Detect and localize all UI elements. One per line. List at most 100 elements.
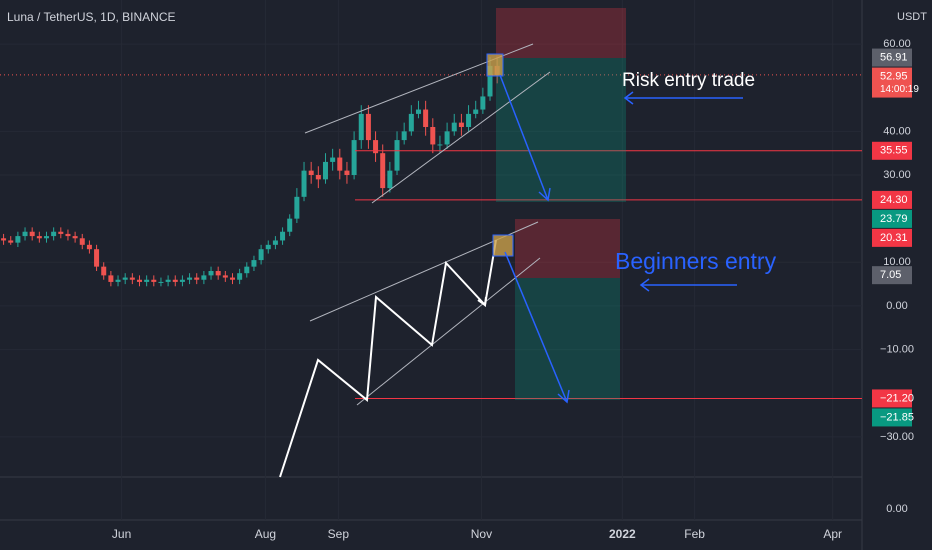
candle-body bbox=[22, 231, 28, 237]
target-zone bbox=[496, 58, 626, 202]
drawings bbox=[279, 8, 743, 478]
arrow bbox=[504, 251, 568, 403]
arrowhead bbox=[623, 91, 634, 105]
candle-body bbox=[215, 271, 221, 276]
price-tag bbox=[872, 209, 912, 228]
candle-body bbox=[94, 249, 100, 267]
price-tag bbox=[872, 48, 912, 67]
y-tick-label: 40.00 bbox=[883, 125, 911, 137]
y-tick-label: 10.00 bbox=[883, 256, 911, 268]
price-tag-label: −21.85 bbox=[880, 411, 914, 423]
entry-marker bbox=[492, 234, 514, 257]
trend-line bbox=[371, 71, 551, 204]
candle-body bbox=[401, 131, 407, 141]
candle-body bbox=[322, 161, 328, 180]
x-tick-label: Jun bbox=[112, 527, 131, 541]
candle-body bbox=[487, 65, 493, 97]
countdown: 14:00:19 bbox=[880, 84, 919, 95]
candle-body bbox=[179, 279, 185, 282]
currency-label: USDT bbox=[897, 11, 927, 23]
candle-body bbox=[86, 244, 92, 250]
price-tag-label: 24.30 bbox=[880, 194, 908, 206]
candle-body bbox=[301, 170, 307, 197]
candle-body bbox=[187, 277, 193, 280]
price-tag bbox=[872, 228, 912, 247]
y-tick-label: −30.00 bbox=[880, 431, 914, 443]
candle-body bbox=[244, 266, 250, 274]
candle-body bbox=[466, 113, 472, 127]
candle-body bbox=[1, 238, 7, 241]
candle-body bbox=[394, 140, 400, 171]
candle-body bbox=[65, 233, 71, 237]
candle-body bbox=[315, 175, 321, 180]
candle-body bbox=[144, 279, 150, 282]
candle-body bbox=[358, 113, 364, 141]
candle-body bbox=[51, 231, 57, 237]
candle-body bbox=[437, 144, 443, 146]
price-tag-label: 56.91 bbox=[880, 51, 908, 63]
price-tag-label: 20.31 bbox=[880, 232, 908, 244]
price-tag-label: 52.95 bbox=[880, 70, 908, 82]
candle-body bbox=[308, 170, 314, 176]
candle-body bbox=[29, 231, 35, 237]
candle-body bbox=[79, 238, 85, 245]
target-zone bbox=[515, 278, 620, 400]
x-tick-label: Apr bbox=[823, 527, 842, 541]
candle-body bbox=[43, 236, 50, 239]
price-tag-label: 7.05 bbox=[880, 269, 901, 281]
annotation: Beginners entry bbox=[615, 248, 777, 274]
candle-body bbox=[158, 281, 164, 283]
candle-body bbox=[430, 126, 436, 145]
price-tag bbox=[872, 266, 912, 285]
x-tick-label: Aug bbox=[255, 527, 276, 541]
candle-body bbox=[351, 140, 357, 176]
price-tag bbox=[872, 141, 912, 160]
y-tick-label: 0.00 bbox=[886, 503, 907, 515]
arrowhead bbox=[538, 187, 551, 202]
candle-body bbox=[15, 236, 21, 243]
candle-body bbox=[423, 109, 429, 127]
candle-body bbox=[408, 113, 414, 132]
candle-body bbox=[129, 277, 135, 280]
candle-body bbox=[451, 122, 457, 132]
candle-body bbox=[8, 240, 14, 243]
candle-body bbox=[272, 240, 278, 245]
arrowhead bbox=[557, 389, 570, 404]
candle-body bbox=[72, 236, 78, 239]
candle-body bbox=[136, 279, 142, 282]
y-tick-label: −10.00 bbox=[880, 343, 914, 355]
candle-body bbox=[194, 277, 200, 280]
candle-body bbox=[222, 275, 228, 278]
y-tick-label: 30.00 bbox=[883, 169, 911, 181]
price-tag bbox=[872, 67, 912, 98]
arrowhead bbox=[639, 278, 650, 292]
candle-body bbox=[258, 249, 264, 261]
candle-body bbox=[330, 157, 336, 162]
price-tag-label: 23.79 bbox=[880, 213, 908, 225]
candle-body bbox=[365, 113, 371, 141]
candle-body bbox=[251, 260, 257, 267]
x-tick-label: Nov bbox=[471, 527, 492, 541]
price-tag-label: 35.55 bbox=[880, 145, 908, 157]
zigzag-arrowhead bbox=[477, 296, 487, 307]
candle-body bbox=[208, 271, 214, 276]
candle-body bbox=[458, 122, 464, 127]
candle-body bbox=[294, 196, 300, 219]
candle-body bbox=[151, 279, 157, 282]
price-tag bbox=[872, 389, 912, 408]
candle-body bbox=[287, 218, 293, 232]
candle-body bbox=[108, 275, 114, 282]
candle-body bbox=[101, 266, 107, 276]
candle-body bbox=[415, 109, 421, 114]
chart-title: Luna / TetherUS, 1D, BINANCE bbox=[7, 10, 176, 24]
candle-body bbox=[229, 277, 235, 280]
candle-body bbox=[280, 231, 286, 241]
arrow bbox=[499, 74, 549, 201]
candle-body bbox=[387, 170, 393, 189]
candle-body bbox=[380, 153, 386, 189]
candle-body bbox=[115, 279, 121, 282]
candle-body bbox=[237, 273, 243, 280]
annotation: Risk entry trade bbox=[622, 70, 755, 91]
